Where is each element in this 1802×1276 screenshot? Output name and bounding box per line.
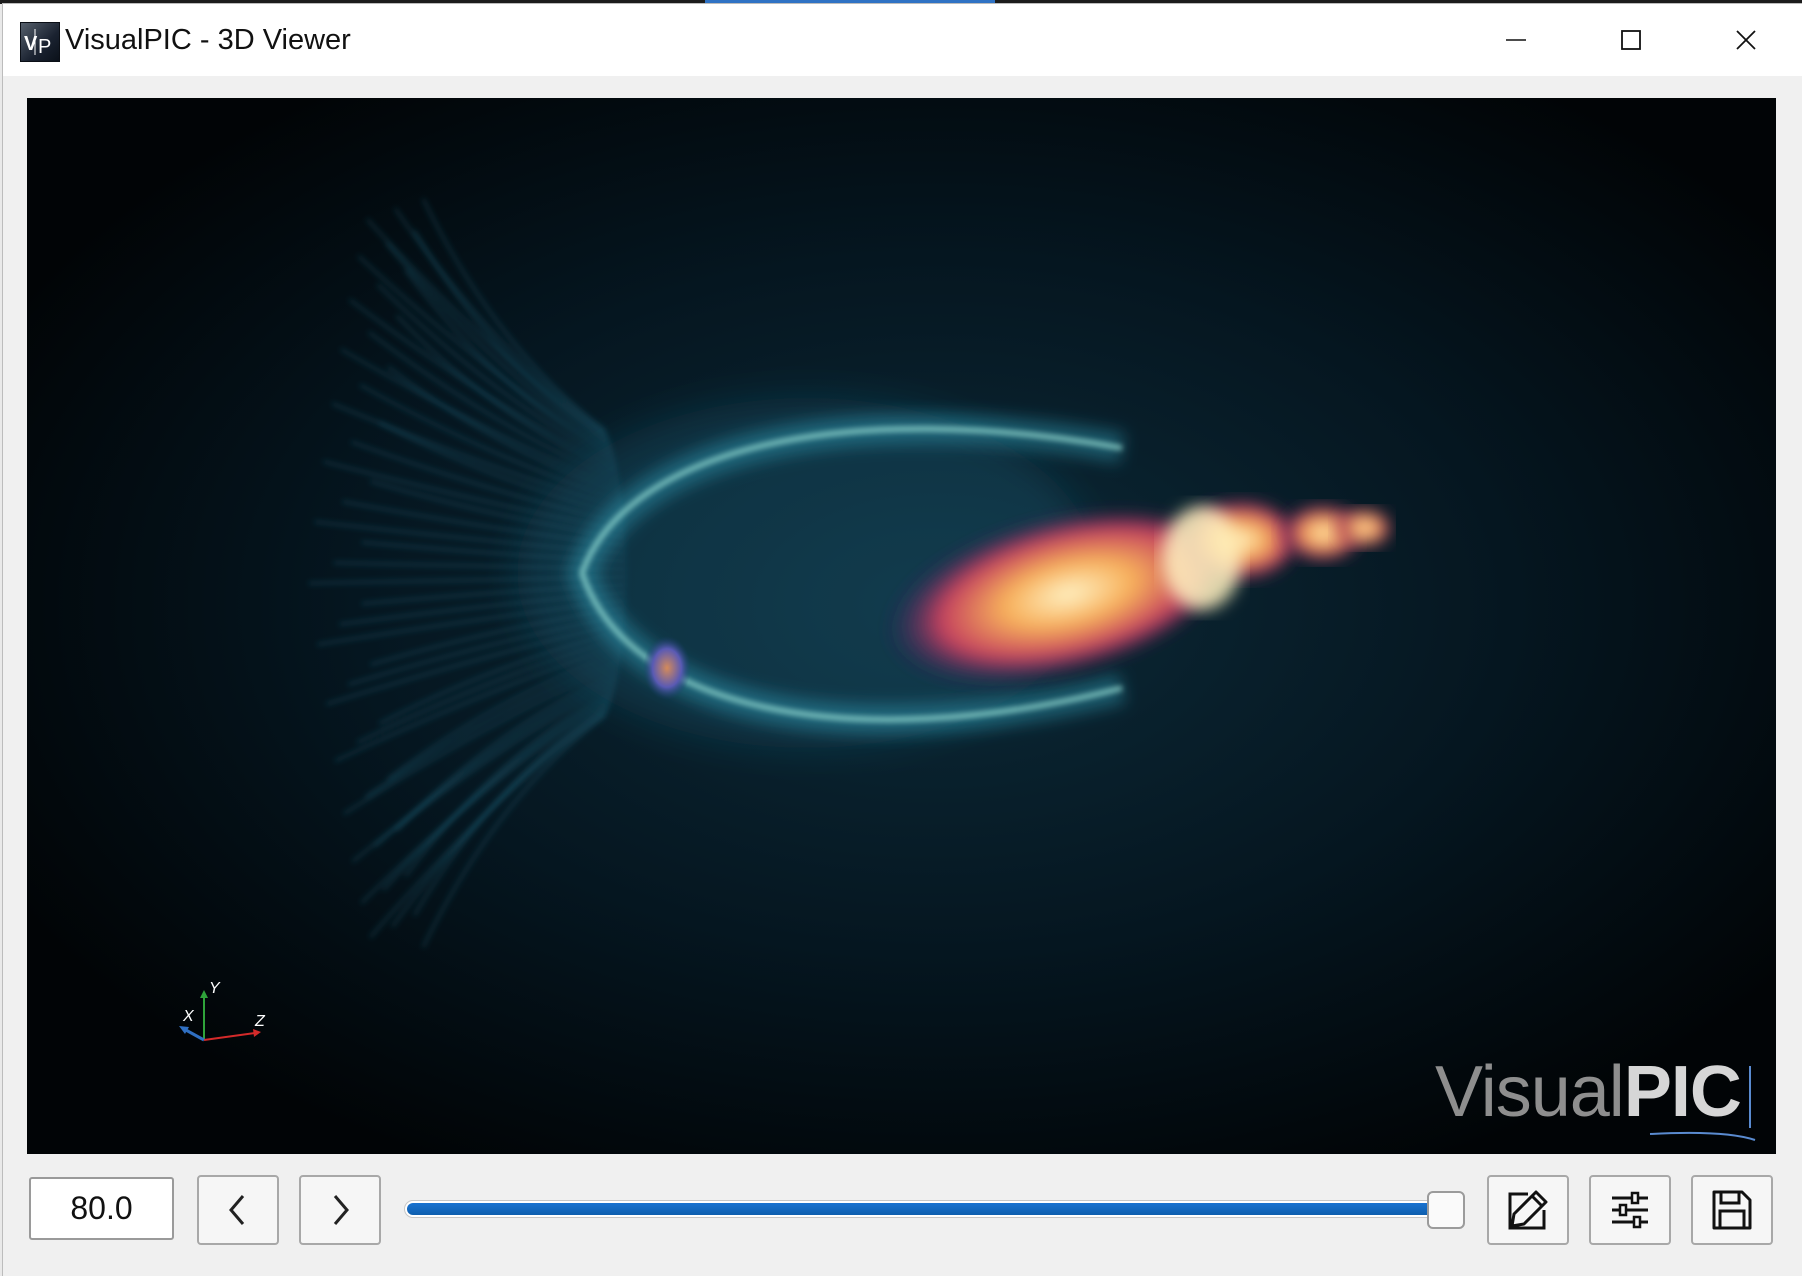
orientation-axes-widget: Y X Z	[167, 978, 287, 1062]
time-slider-track[interactable]	[404, 1200, 1462, 1218]
3d-viewport[interactable]: Y X Z VisualPIC	[27, 98, 1776, 1154]
watermark-visual: Visual	[1435, 1052, 1625, 1132]
edit-icon	[1508, 1190, 1548, 1230]
previous-frame-button[interactable]	[197, 1175, 279, 1245]
title-bar[interactable]: V P VisualPIC - 3D Viewer	[3, 4, 1802, 76]
background-taskbar-strip	[0, 0, 1802, 4]
time-slider-handle[interactable]	[1427, 1191, 1465, 1229]
save-icon	[1712, 1190, 1752, 1230]
background-window-tab	[705, 0, 995, 4]
axis-label-z: Z	[254, 1013, 266, 1030]
sliders-icon	[1612, 1191, 1648, 1229]
wake-filament	[421, 198, 607, 432]
visualpic-logo-icon: V P	[20, 22, 60, 62]
wake-filament	[404, 268, 616, 459]
wake-filament	[376, 283, 617, 465]
chevron-left-icon	[229, 1195, 245, 1225]
time-value-field[interactable]: 80.0	[29, 1177, 174, 1240]
close-button[interactable]	[1688, 4, 1802, 76]
wake-filament	[421, 714, 607, 948]
chevron-right-icon	[333, 1195, 349, 1225]
close-icon	[1735, 30, 1756, 50]
svg-text:V: V	[24, 33, 38, 55]
wake-filament	[366, 218, 610, 440]
maximize-icon	[1620, 30, 1641, 50]
save-button[interactable]	[1691, 1175, 1773, 1245]
window-title: VisualPIC - 3D Viewer	[65, 24, 351, 56]
wake-filament	[357, 254, 614, 454]
wake-filament	[382, 692, 614, 892]
plasma-wake-render	[27, 98, 1776, 1154]
wake-filament	[360, 697, 613, 905]
wake-filament	[404, 687, 616, 878]
time-slider-fill	[407, 1203, 1443, 1215]
axis-label-x: X	[182, 1008, 195, 1025]
wake-filament	[351, 681, 617, 863]
svg-text:P: P	[38, 36, 51, 58]
settings-button[interactable]	[1589, 1175, 1671, 1245]
axis-label-y: Y	[209, 980, 221, 997]
next-frame-button[interactable]	[299, 1175, 381, 1245]
wake-filament	[385, 241, 613, 449]
minimize-icon	[1505, 39, 1526, 41]
minimize-button[interactable]	[1458, 4, 1573, 76]
wake-filament	[368, 710, 608, 939]
maximize-button[interactable]	[1573, 4, 1688, 76]
wake-filament	[412, 229, 611, 444]
edit-button[interactable]	[1487, 1175, 1569, 1245]
visualpic-watermark: VisualPIC	[1435, 1048, 1765, 1148]
watermark-pic: PIC	[1623, 1052, 1742, 1132]
